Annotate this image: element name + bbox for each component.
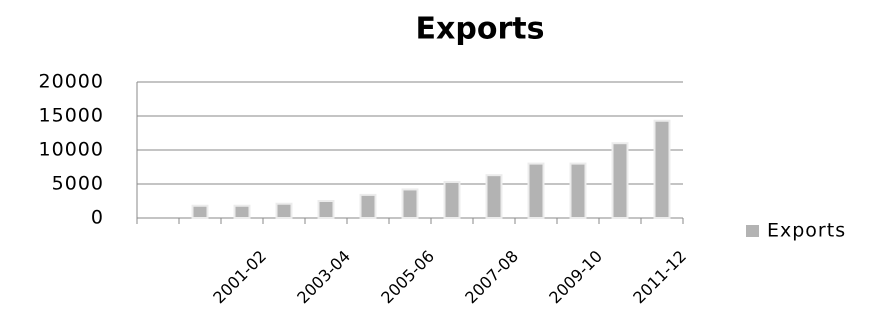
bar bbox=[611, 142, 629, 219]
x-tick-label: 2005-06 bbox=[377, 247, 438, 308]
bar bbox=[569, 162, 587, 220]
bar bbox=[443, 180, 461, 220]
bar bbox=[527, 162, 545, 220]
x-tick-label: 2011-12 bbox=[629, 247, 690, 308]
bar bbox=[485, 174, 503, 220]
bar bbox=[359, 193, 377, 220]
bar bbox=[401, 188, 419, 220]
y-tick-label: 10000 bbox=[39, 139, 104, 161]
x-tick-label: 2009-10 bbox=[545, 247, 606, 308]
legend-swatch bbox=[746, 225, 759, 237]
y-tick-label: 5000 bbox=[52, 173, 104, 195]
y-tick-label: 15000 bbox=[39, 105, 104, 127]
x-tick-label: 2001-02 bbox=[209, 247, 270, 308]
bar bbox=[317, 200, 335, 219]
bar bbox=[275, 202, 293, 220]
bar bbox=[653, 119, 671, 219]
bar bbox=[191, 204, 209, 219]
y-tick-label: 0 bbox=[91, 207, 104, 229]
y-tick-label: 20000 bbox=[39, 71, 104, 93]
x-tick-label: 2003-04 bbox=[293, 247, 354, 308]
bar bbox=[233, 204, 251, 219]
chart-title: Exports bbox=[416, 12, 545, 47]
legend-label: Exports bbox=[767, 220, 846, 242]
x-tick-label: 2007-08 bbox=[461, 247, 522, 308]
